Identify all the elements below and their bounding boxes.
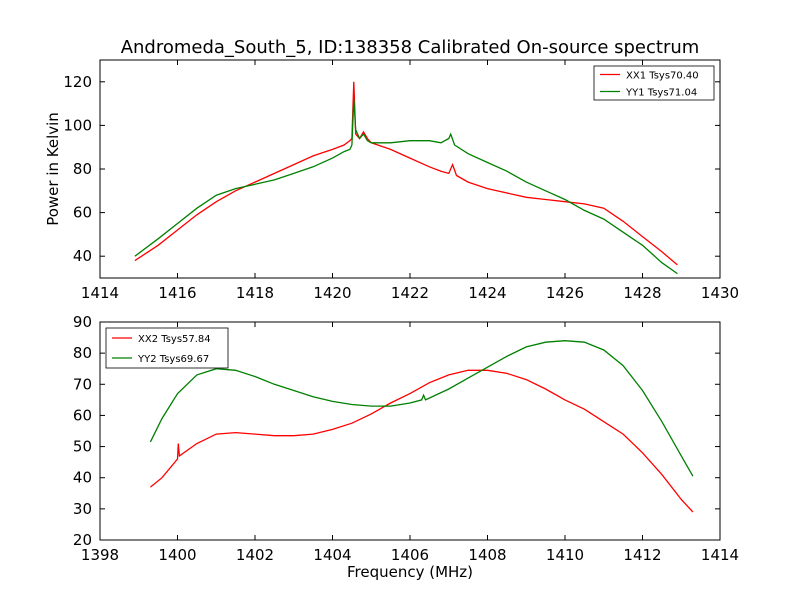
bottom-y-tick-label: 90 [73,313,92,331]
bottom-spectrum-plot: 1398 1400 1402 1404 1406 1408 1410 1412 1414 20 3… [73,313,739,581]
top-x-tick-label: 1424 [468,284,506,302]
bottom-plot-series [149,340,694,513]
bottom-series-line-2 [149,340,694,477]
bottom-y-tick-label: 40 [73,469,92,487]
top-x-tick-label: 1426 [546,284,584,302]
bottom-x-tick-label: 1402 [236,546,274,564]
bottom-series-line-1 [149,369,694,513]
bottom-legend-label-1: XX2 Tsys57.84 [138,334,211,345]
bottom-x-tick-label: 1406 [391,546,429,564]
top-plot-series [134,81,678,275]
top-y-tick-label: 100 [63,116,92,134]
bottom-x-tick-label: 1398 [81,546,119,564]
top-legend-box [593,65,715,101]
top-x-tick-label: 1414 [81,284,119,302]
top-y-tick-label: 40 [73,247,92,265]
top-spectrum-plot: 1414 1416 1418 1420 1422 1424 1426 1428 1430 40 6… [44,59,739,302]
top-legend: XX1 Tsys70.40 YY1 Tsys71.04 [593,65,715,101]
top-x-axis: 1414 1416 1418 1420 1422 1424 1426 1428 1430 [81,60,739,302]
bottom-x-tick-label: 1410 [546,546,584,564]
top-legend-label-1: XX1 Tsys70.40 [626,71,699,82]
bottom-y-tick-label: 30 [73,500,92,518]
bottom-x-axis-label: Frequency (MHz) [347,563,473,581]
bottom-x-tick-label: 1414 [701,546,739,564]
chart-title: Andromeda_South_5, ID:138358 Calibrated … [121,37,700,58]
top-y-axis: 40 60 80 100 120 [63,73,720,265]
top-series-line-2 [134,99,678,275]
top-x-tick-label: 1418 [236,284,274,302]
top-x-tick-label: 1422 [391,284,429,302]
bottom-y-tick-label: 50 [73,438,92,456]
top-y-axis-label: Power in Kelvin [44,112,62,226]
bottom-x-tick-label: 1400 [158,546,196,564]
top-x-tick-label: 1420 [313,284,351,302]
bottom-y-tick-label: 20 [73,531,92,549]
top-x-tick-label: 1430 [701,284,739,302]
bottom-x-tick-label: 1404 [313,546,351,564]
top-x-tick-label: 1416 [158,284,196,302]
top-y-tick-label: 60 [73,204,92,222]
top-y-tick-label: 80 [73,160,92,178]
bottom-y-axis: 20 30 40 50 60 70 80 90 [73,313,720,549]
bottom-y-tick-label: 70 [73,375,92,393]
bottom-y-tick-label: 60 [73,406,92,424]
bottom-legend-box [105,327,229,369]
bottom-x-tick-label: 1408 [468,546,506,564]
bottom-legend-label-2: YY2 Tsys69.67 [137,354,209,365]
top-legend-label-2: YY1 Tsys71.04 [625,88,697,99]
top-y-tick-label: 120 [63,73,92,91]
bottom-x-tick-label: 1412 [623,546,661,564]
bottom-y-tick-label: 80 [73,344,92,362]
bottom-x-axis: 1398 1400 1402 1404 1406 1408 1410 1412 1414 [81,322,739,564]
bottom-legend: XX2 Tsys57.84 YY2 Tsys69.67 [105,327,229,369]
top-x-tick-label: 1428 [623,284,661,302]
